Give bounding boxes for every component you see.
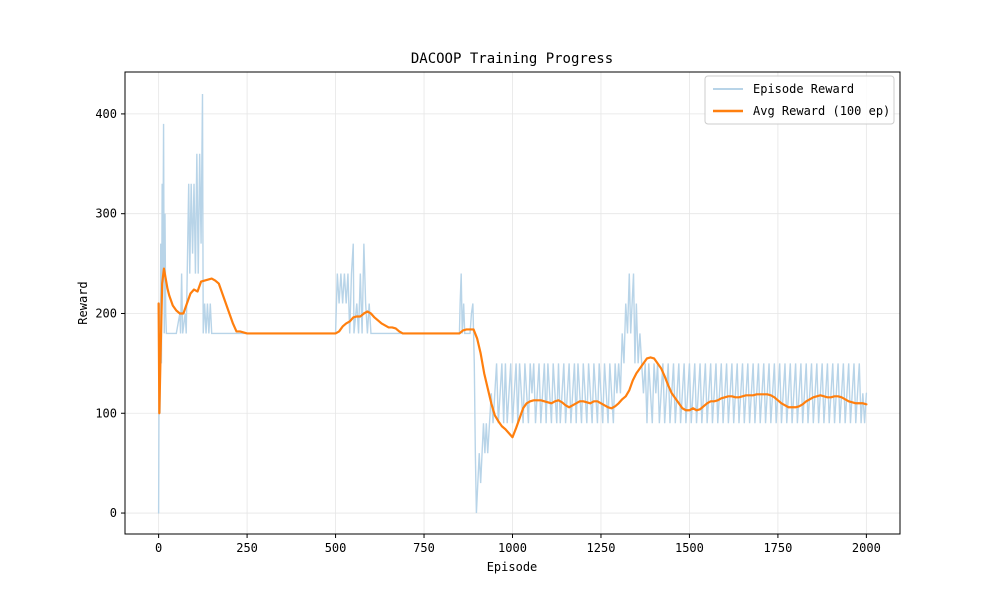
- x-tick-label: 1250: [587, 541, 616, 555]
- y-tick-label: 400: [95, 107, 117, 121]
- y-tick-label: 100: [95, 406, 117, 420]
- chart-title: DACOOP Training Progress: [411, 51, 613, 67]
- x-tick-label: 1500: [675, 541, 704, 555]
- x-tick-label: 750: [413, 541, 435, 555]
- x-tick-label: 250: [236, 541, 258, 555]
- x-tick-label: 500: [325, 541, 347, 555]
- y-axis-label: Reward: [76, 281, 90, 324]
- plot-series: [157, 93, 868, 514]
- y-axis-ticks: 0 100 200 300 400: [95, 107, 125, 520]
- x-tick-label: 0: [155, 541, 162, 555]
- y-tick-label: 0: [110, 506, 117, 520]
- legend: Episode Reward Avg Reward (100 ep): [704, 75, 895, 125]
- y-tick-label: 300: [95, 207, 117, 221]
- y-tick-label: 200: [95, 306, 117, 320]
- x-tick-label: 2000: [852, 541, 881, 555]
- legend-label-avg-reward: Avg Reward (100 ep): [753, 104, 890, 118]
- x-tick-label: 1000: [498, 541, 527, 555]
- x-axis-label: Episode: [487, 560, 538, 574]
- legend-box: [704, 75, 895, 125]
- x-tick-label: 1750: [763, 541, 792, 555]
- x-axis-ticks: 0 250 500 750 1000 1250 1500 1750 2000: [155, 534, 881, 555]
- series-line-episode-reward: [157, 93, 868, 514]
- series-line-avg-reward: [157, 267, 868, 439]
- legend-label-episode-reward: Episode Reward: [753, 82, 854, 96]
